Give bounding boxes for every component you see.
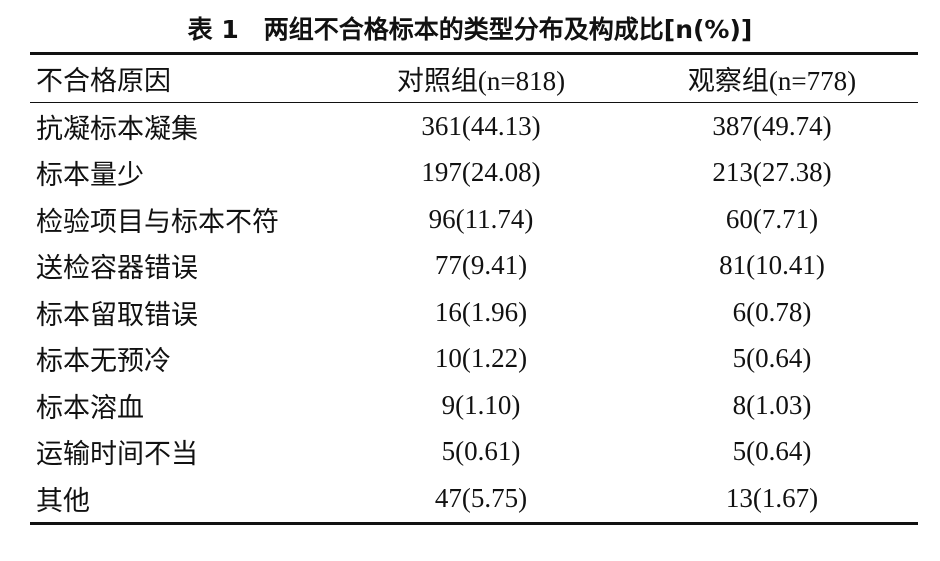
table-cell: 8(1.03)	[732, 389, 812, 420]
table-row: 送检容器错误 77(9.41) 81(10.41)	[30, 243, 918, 290]
table-cell: 6(0.78)	[732, 296, 812, 327]
table-cell: 5(0.64)	[732, 436, 812, 467]
table-cell: 60(7.71)	[725, 203, 819, 234]
row-label: 标本量少	[36, 160, 144, 191]
header-row: 不合格原因 对照组(n=818) 观察组(n=778)	[30, 53, 918, 103]
row-label: 抗凝标本凝集	[36, 113, 198, 144]
table-cell: 16(1.96)	[434, 296, 528, 327]
table: 不合格原因 对照组(n=818) 观察组(n=778) 抗凝标本凝集 361(44.1…	[30, 52, 918, 525]
row-label: 运输时间不当	[36, 439, 198, 470]
table-cell: 47(5.75)	[434, 482, 528, 513]
table-row: 抗凝标本凝集 361(44.13) 387(49.74)	[30, 103, 918, 150]
table-body: 抗凝标本凝集 361(44.13) 387(49.74) 标本量少 197(24.08)…	[30, 103, 918, 523]
table-cell: 13(1.67)	[725, 482, 819, 513]
row-label: 检验项目与标本不符	[36, 206, 279, 237]
table-row: 标本无预冷 10(1.22) 5(0.64)	[30, 336, 918, 383]
table-cell: 77(9.41)	[434, 250, 528, 281]
table-cell: 361(44.13)	[421, 110, 541, 141]
header-cell: 对照组(n=818)	[396, 66, 566, 96]
table-row: 标本溶血 9(1.10) 8(1.03)	[30, 382, 918, 429]
table-row: 标本量少 197(24.08) 213(27.38)	[30, 150, 918, 197]
table-cell: 387(49.74)	[712, 110, 832, 141]
table-row: 标本留取错误 16(1.96) 6(0.78)	[30, 289, 918, 336]
table-row: 检验项目与标本不符 96(11.74) 60(7.71)	[30, 196, 918, 243]
row-label: 标本留取错误	[36, 299, 198, 330]
table-cell: 5(0.61)	[441, 436, 521, 467]
row-label: 标本无预冷	[36, 346, 171, 377]
row-label: 其他	[36, 485, 90, 516]
header-cell: 不合格原因	[36, 66, 171, 96]
table-cell: 197(24.08)	[421, 157, 541, 188]
table-cell: 9(1.10)	[441, 389, 521, 420]
header-cell: 观察组(n=778)	[687, 66, 857, 96]
row-label: 标本溶血	[36, 392, 144, 423]
row-label: 送检容器错误	[36, 253, 198, 284]
table-cell: 81(10.41)	[719, 250, 825, 281]
table-row: 运输时间不当 5(0.61) 5(0.64)	[30, 429, 918, 476]
table-title: 表 1 两组不合格标本的类型分布及构成比[n(%)]	[187, 15, 753, 44]
table-header: 不合格原因 对照组(n=818) 观察组(n=778)	[30, 53, 918, 103]
table-row: 其他 47(5.75) 13(1.67)	[30, 475, 918, 523]
table-cell: 5(0.64)	[732, 343, 812, 374]
table-cell: 10(1.22)	[434, 343, 528, 374]
table-cell: 213(27.38)	[712, 157, 832, 188]
table-cell: 96(11.74)	[428, 203, 534, 234]
